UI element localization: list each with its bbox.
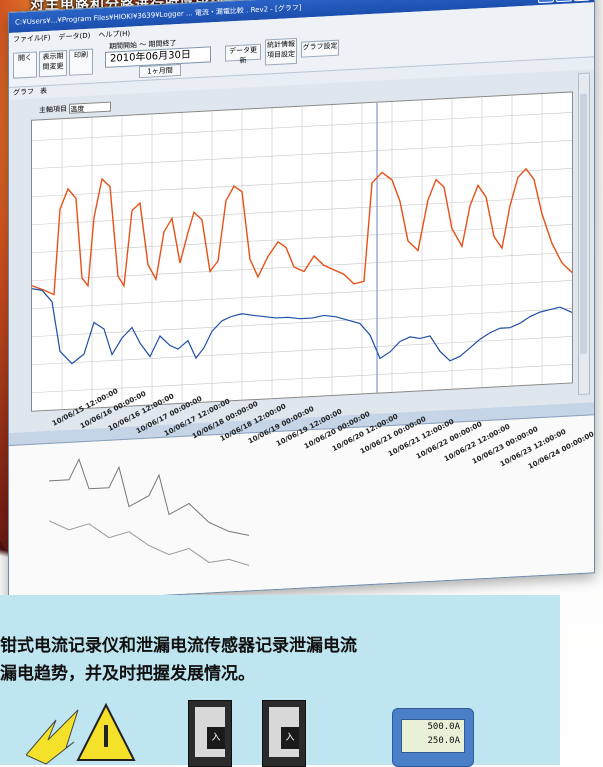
logger-value-1: 500.0	[427, 722, 455, 732]
series-primary-line	[31, 167, 573, 296]
circuit-breaker: 入	[188, 700, 232, 767]
grid	[32, 93, 572, 410]
caption-text: 钳式电流记录仪和泄漏电流传感器记录泄漏电流 漏电趋势，并及时把握发展情况。	[0, 632, 560, 688]
logger-display: 500.0A 250.0A	[401, 719, 465, 753]
range-select[interactable]: 1ヶ月間	[139, 63, 181, 79]
change-period-button[interactable]: 表示期間変更	[39, 49, 67, 78]
selector-label: 主軸項目	[39, 104, 67, 115]
caption-line-2: 漏电趋势，并及时把握发展情况。	[0, 664, 255, 684]
selector-dropdown[interactable]: 温度	[69, 101, 112, 114]
print-button[interactable]: 印刷	[69, 48, 93, 76]
breaker-face: 入	[195, 707, 225, 757]
lightning-warning-icon	[26, 702, 136, 765]
open-button[interactable]: 開く	[13, 51, 37, 79]
tab-table[interactable]: 表	[40, 86, 47, 96]
breaker-switch: 入	[207, 727, 225, 749]
stat-setting-button[interactable]: 統計情報 項目設定	[265, 37, 297, 66]
lower-mini-plot	[49, 457, 249, 566]
caption-line-1: 钳式电流记录仪和泄漏电流传感器记录泄漏电流	[0, 636, 357, 656]
circuit-breaker: 入	[262, 700, 306, 767]
vertical-scrollbar[interactable]	[578, 72, 590, 396]
logger-unit: A	[454, 722, 460, 732]
axis-selector: 主軸項目 温度	[39, 101, 112, 116]
breaker-face: 入	[269, 707, 299, 757]
logger-unit: A	[454, 736, 460, 746]
clamp-logger-device: 500.0A 250.0A	[392, 708, 474, 767]
scrollbar-thumb[interactable]	[580, 93, 587, 355]
logger-value-2: 250.0	[427, 736, 455, 746]
breaker-switch: 入	[281, 727, 299, 749]
graph-setting-button[interactable]: グラフ設定	[301, 39, 339, 58]
series-secondary-line	[31, 288, 573, 365]
selector-value: 温度	[70, 105, 85, 114]
data-update-button[interactable]: データ更新	[225, 43, 261, 65]
trend-plot	[31, 91, 573, 412]
app-window: C:¥Users¥...¥Program Files¥HIOKI¥3639¥Lo…	[8, 0, 595, 604]
lower-pane	[9, 402, 594, 604]
tab-graph[interactable]: グラフ	[13, 87, 34, 97]
